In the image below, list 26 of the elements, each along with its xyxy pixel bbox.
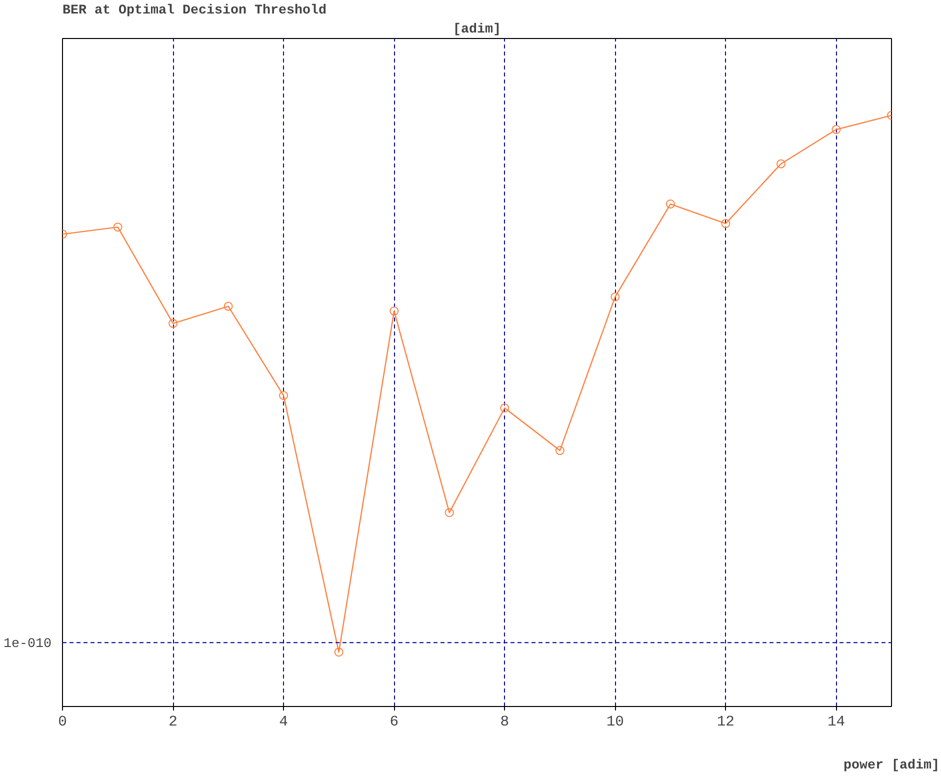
point — [666, 200, 675, 209]
point — [721, 219, 730, 228]
point — [334, 648, 344, 657]
x-axis-title: power [adim] — [844, 758, 940, 774]
ref-line-label: 1e-010 — [4, 637, 52, 652]
x-tick-label: 10 — [606, 714, 624, 730]
point — [444, 508, 454, 518]
point — [390, 306, 399, 316]
text: [adim] — [453, 22, 502, 38]
point — [500, 403, 510, 412]
point — [776, 159, 786, 168]
x-tick-label: 8 — [500, 714, 510, 730]
point — [168, 318, 178, 328]
x-tick-label: 14 — [827, 714, 846, 730]
point — [555, 446, 564, 456]
x-tick-label: 4 — [279, 714, 288, 730]
point — [832, 125, 841, 134]
point — [113, 222, 122, 232]
point — [224, 302, 233, 311]
x-tick-label: 2 — [168, 714, 178, 730]
x-tick-label: 12 — [716, 714, 734, 730]
point — [279, 391, 288, 400]
point — [610, 292, 620, 302]
chart-title: BER at Optimal Decision Threshold — [62, 4, 326, 18]
x-tick-label: 0 — [58, 714, 67, 730]
x-tick-label: 6 — [390, 714, 398, 730]
